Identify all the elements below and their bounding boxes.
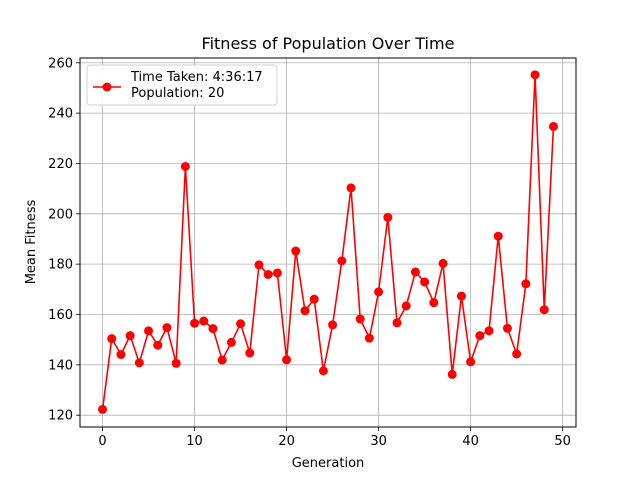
data-point [272, 268, 282, 278]
data-point [456, 291, 466, 301]
y-tick-label: 240 [48, 107, 73, 122]
data-point [125, 331, 135, 341]
data-point [180, 161, 190, 171]
data-point [291, 246, 301, 256]
data-point [438, 258, 448, 268]
y-axis-label: Mean Fitness [24, 199, 39, 284]
axis-ticks: 0 10 20 30 40 50 120 140 160 180 200 220 240 260 [48, 56, 571, 449]
data-point [410, 267, 420, 277]
y-tick-label: 220 [48, 157, 73, 172]
data-point [208, 324, 218, 334]
legend-box [86, 64, 278, 106]
x-axis-label: Generation [292, 456, 365, 471]
data-point [144, 326, 154, 336]
data-point [374, 287, 384, 297]
data-point [328, 320, 338, 330]
data-point [134, 358, 144, 368]
data-point [539, 305, 549, 315]
data-point [346, 183, 356, 193]
data-point [116, 350, 126, 360]
x-tick-label: 0 [98, 434, 106, 449]
data-point [282, 355, 292, 365]
data-point [429, 298, 439, 308]
y-tick-label: 120 [48, 409, 73, 424]
data-point [236, 319, 246, 329]
data-point [502, 323, 512, 333]
data-point [98, 404, 108, 414]
data-point [254, 260, 264, 270]
data-point [190, 318, 200, 328]
data-point [107, 334, 117, 344]
data-point [475, 331, 485, 341]
data-point [263, 269, 273, 279]
data-point [318, 366, 328, 376]
y-tick-label: 260 [48, 56, 73, 71]
data-point [199, 316, 209, 326]
y-tick-label: 140 [48, 358, 73, 373]
data-point [420, 277, 430, 287]
data-point [337, 256, 347, 266]
data-point [162, 323, 172, 333]
data-point [530, 70, 540, 80]
data-point [245, 348, 255, 358]
y-tick-label: 160 [48, 308, 73, 323]
data-point [466, 357, 476, 367]
data-point [355, 314, 365, 324]
data-point [392, 318, 402, 328]
legend: Time Taken: 4:36:17 Population: 20 [86, 64, 278, 106]
data-point [153, 340, 163, 350]
grid-lines [80, 58, 576, 427]
data-point [493, 231, 503, 241]
y-tick-label: 200 [48, 207, 73, 222]
x-tick-label: 50 [554, 434, 571, 449]
data-point [171, 358, 181, 368]
data-point [447, 369, 457, 379]
legend-entry-population: Population: 20 [131, 86, 224, 101]
data-point [521, 279, 531, 289]
chart-title: Fitness of Population Over Time [202, 34, 455, 53]
x-tick-label: 10 [186, 434, 203, 449]
x-tick-label: 30 [370, 434, 387, 449]
data-series [98, 70, 558, 414]
data-point [300, 306, 310, 316]
x-tick-label: 20 [278, 434, 295, 449]
data-point [226, 337, 236, 347]
data-point [401, 301, 411, 311]
legend-entry-time: Time Taken: 4:36:17 [130, 70, 263, 85]
data-point [217, 355, 227, 365]
data-point [484, 326, 494, 336]
data-point [383, 212, 393, 222]
legend-marker-sample [102, 82, 112, 92]
data-point [309, 294, 319, 304]
data-point [512, 349, 522, 359]
data-point [548, 121, 558, 131]
data-point [364, 333, 374, 343]
y-tick-label: 180 [48, 258, 73, 273]
plot-area [79, 57, 577, 428]
series-line [101, 74, 555, 410]
x-tick-label: 40 [462, 434, 479, 449]
